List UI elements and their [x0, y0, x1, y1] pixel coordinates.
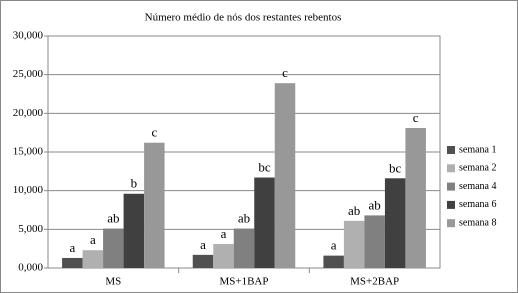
- bar: [323, 255, 344, 268]
- legend-swatch: [447, 182, 455, 191]
- y-tick-label: 10,000: [13, 184, 44, 196]
- significance-label: a: [69, 240, 75, 255]
- x-tick-label: MS+2BAP: [350, 276, 399, 288]
- legend-swatch: [447, 164, 455, 173]
- y-tick-label: 25,000: [13, 68, 44, 80]
- x-tick-label: MS+1BAP: [219, 276, 268, 288]
- bar: [62, 257, 83, 268]
- significance-label: ab: [348, 203, 360, 218]
- bar: [213, 244, 234, 268]
- bar: [123, 193, 145, 268]
- significance-label: a: [90, 232, 96, 247]
- legend-label: semana 4: [459, 181, 497, 192]
- bar: [233, 228, 255, 268]
- legend-swatch: [447, 200, 455, 209]
- legend-swatch: [447, 219, 455, 228]
- significance-label: bc: [389, 160, 402, 175]
- legend-swatch: [447, 146, 455, 154]
- significance-label: bc: [258, 160, 271, 175]
- y-tick-label: 0,000: [18, 262, 43, 274]
- significance-label: ab: [107, 211, 119, 226]
- significance-label: c: [151, 125, 157, 140]
- significance-label: a: [331, 238, 337, 253]
- significance-label: a: [221, 226, 227, 241]
- bar: [364, 215, 385, 268]
- y-tick-label: 20,000: [13, 107, 44, 119]
- significance-label: c: [413, 110, 419, 125]
- y-tick-label: 30,000: [13, 30, 44, 42]
- bar: [103, 228, 124, 268]
- y-tick-label: 5,000: [18, 223, 43, 235]
- chart-title: Número médio de nós dos restantes rebent…: [145, 12, 342, 24]
- bar: [343, 220, 365, 268]
- significance-label: c: [282, 65, 288, 80]
- legend-label: semana 1: [459, 144, 497, 155]
- y-tick-label: 15,000: [13, 146, 44, 158]
- significance-label: ab: [238, 211, 250, 226]
- legend-label: semana 6: [459, 199, 497, 210]
- significance-label: a: [200, 237, 206, 252]
- bar: [384, 178, 406, 268]
- significance-label: ab: [369, 197, 381, 212]
- bar: [82, 250, 104, 268]
- bar: [405, 128, 426, 268]
- bar: [144, 142, 165, 268]
- legend-label: semana 8: [459, 217, 497, 228]
- bar: [254, 177, 275, 268]
- significance-label: b: [131, 176, 138, 191]
- legend-label: semana 2: [459, 163, 497, 174]
- x-tick-label: MS: [105, 276, 121, 288]
- bar: [192, 254, 214, 268]
- bar: [274, 83, 296, 268]
